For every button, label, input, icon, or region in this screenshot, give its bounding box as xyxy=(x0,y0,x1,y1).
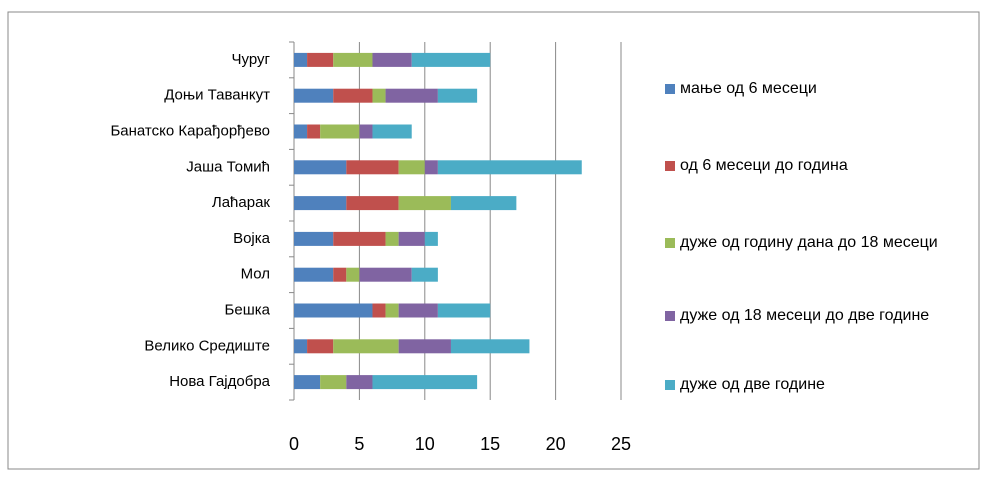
bar-segment xyxy=(307,124,321,139)
chart-border xyxy=(7,11,980,470)
y-tick-label: Бешка xyxy=(225,301,271,318)
legend-label: дуже од 18 месеци до две године xyxy=(680,307,930,324)
bar-segment xyxy=(346,160,399,175)
legend-label: од 6 месеци до година xyxy=(680,157,848,174)
bar-segment xyxy=(294,267,334,282)
legend-label: мање од 6 месеци xyxy=(680,80,817,97)
bar-segment xyxy=(333,339,399,354)
bar-segment xyxy=(346,267,360,282)
legend-swatch xyxy=(665,84,675,94)
legend-item: мање од 6 месеци xyxy=(665,76,965,101)
y-tick-label: Велико Средиште xyxy=(144,337,270,354)
bar-segment xyxy=(333,52,373,67)
x-tick-label: 15 xyxy=(480,434,500,454)
bar-segment xyxy=(307,52,334,67)
bar-segment xyxy=(307,339,334,354)
bar-segment xyxy=(385,231,399,246)
bar-segment xyxy=(398,303,438,318)
bar-segment xyxy=(333,231,386,246)
x-tick-label: 25 xyxy=(611,434,631,454)
bar-segment xyxy=(398,196,451,211)
bar-segment xyxy=(398,231,425,246)
y-tick-label: Чуруг xyxy=(232,51,271,68)
bar-segment xyxy=(398,160,425,175)
bar-segment xyxy=(437,160,582,175)
bar-segment xyxy=(359,124,373,139)
bar-segment xyxy=(385,88,438,103)
bar-segment xyxy=(294,88,334,103)
bar-segment xyxy=(294,339,308,354)
x-tick-label: 0 xyxy=(289,434,299,454)
bar-segment xyxy=(411,52,491,67)
bar-segment xyxy=(424,160,438,175)
bar-segment xyxy=(359,267,412,282)
legend-item: дуже од 18 месеци до две године xyxy=(665,303,965,328)
legend-label: дуже од две године xyxy=(680,376,825,393)
y-tick-label: Банатско Карађорђево xyxy=(110,122,270,139)
bar-segment xyxy=(346,196,399,211)
bar-segment xyxy=(294,231,334,246)
bar-segment xyxy=(437,88,478,103)
bar-segment xyxy=(385,303,399,318)
bar-segment xyxy=(372,124,412,139)
bar-segment xyxy=(320,124,360,139)
legend-swatch xyxy=(665,161,675,171)
legend-swatch xyxy=(665,380,675,390)
y-tick-label: Лаћарак xyxy=(212,194,271,211)
bar-segment xyxy=(372,52,412,67)
bar-segment xyxy=(294,375,321,390)
bar-segment xyxy=(294,52,308,67)
y-tick-label: Нова Гајдобра xyxy=(169,373,270,390)
bar-segment xyxy=(411,267,438,282)
bar-segment xyxy=(437,303,491,318)
legend-swatch xyxy=(665,238,675,248)
legend-label: дуже од годину дана до 18 месеци xyxy=(680,234,938,251)
bar-segment xyxy=(294,303,373,318)
bar-segment xyxy=(398,339,451,354)
x-tick-label: 10 xyxy=(415,434,435,454)
bar-segment xyxy=(333,267,347,282)
bar-segment xyxy=(450,339,530,354)
y-tick-label: Војка xyxy=(233,230,271,247)
y-tick-label: Доњи Таванкут xyxy=(164,87,270,104)
bar-segment xyxy=(320,375,347,390)
bar-segment xyxy=(294,160,347,175)
x-tick-label: 5 xyxy=(354,434,364,454)
legend-item: дуже од годину дана до 18 месеци xyxy=(665,230,965,255)
bar-segment xyxy=(372,375,478,390)
legend-swatch xyxy=(665,311,675,321)
bar-segment xyxy=(294,124,308,139)
bar-segment xyxy=(294,196,347,211)
legend-item: дуже од две године xyxy=(665,372,965,397)
legend-item: од 6 месеци до година xyxy=(665,153,965,178)
y-tick-label: Мол xyxy=(241,266,270,283)
bar-segment xyxy=(372,303,386,318)
bar-segment xyxy=(372,88,386,103)
bar-segment xyxy=(346,375,373,390)
bar-segment xyxy=(424,231,438,246)
bar-segment xyxy=(450,196,517,211)
bar-segment xyxy=(333,88,373,103)
x-tick-label: 20 xyxy=(546,434,566,454)
y-tick-label: Јаша Томић xyxy=(186,158,270,175)
